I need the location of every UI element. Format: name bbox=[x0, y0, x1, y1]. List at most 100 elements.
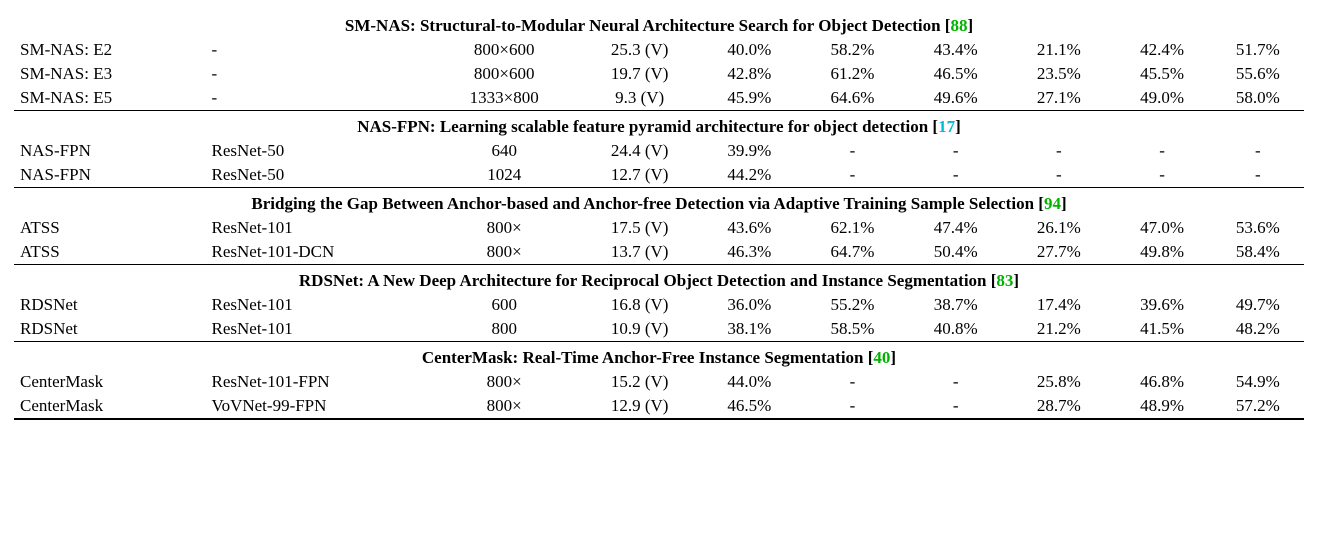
cell-m2: 62.1% bbox=[801, 216, 904, 240]
cell-fps: 15.2 (V) bbox=[582, 370, 698, 394]
citation-link[interactable]: 17 bbox=[938, 117, 955, 136]
table-row: NAS-FPNResNet-50102412.7 (V)44.2%----- bbox=[14, 163, 1304, 188]
cell-size: 800× bbox=[427, 240, 582, 265]
section-title: CenterMask: Real-Time Anchor-Free Instan… bbox=[14, 342, 1304, 371]
cell-fps: 25.3 (V) bbox=[582, 38, 698, 62]
section-title: RDSNet: A New Deep Architecture for Reci… bbox=[14, 265, 1304, 294]
citation-link[interactable]: 94 bbox=[1044, 194, 1061, 213]
cell-m6: 57.2% bbox=[1214, 394, 1304, 419]
cell-backbone: ResNet-101-FPN bbox=[208, 370, 427, 394]
table-row: CenterMaskVoVNet-99-FPN800×12.9 (V)46.5%… bbox=[14, 394, 1304, 419]
cell-m1: 44.2% bbox=[698, 163, 801, 188]
section-title-suffix: ] bbox=[967, 16, 973, 35]
cell-method: CenterMask bbox=[14, 370, 208, 394]
cell-m5: 49.8% bbox=[1110, 240, 1213, 265]
cell-m4: 26.1% bbox=[1007, 216, 1110, 240]
section-header: NAS-FPN: Learning scalable feature pyram… bbox=[14, 111, 1304, 140]
cell-backbone: ResNet-101-DCN bbox=[208, 240, 427, 265]
cell-size: 800× bbox=[427, 216, 582, 240]
table-row: CenterMaskResNet-101-FPN800×15.2 (V)44.0… bbox=[14, 370, 1304, 394]
cell-backbone: ResNet-101 bbox=[208, 216, 427, 240]
section-header: CenterMask: Real-Time Anchor-Free Instan… bbox=[14, 342, 1304, 371]
table-row: SM-NAS: E3-800×60019.7 (V)42.8%61.2%46.5… bbox=[14, 62, 1304, 86]
cell-size: 800× bbox=[427, 394, 582, 419]
cell-m2: 64.6% bbox=[801, 86, 904, 111]
cell-size: 1024 bbox=[427, 163, 582, 188]
section-header: RDSNet: A New Deep Architecture for Reci… bbox=[14, 265, 1304, 294]
table-row: RDSNetResNet-10180010.9 (V)38.1%58.5%40.… bbox=[14, 317, 1304, 342]
cell-fps: 24.4 (V) bbox=[582, 139, 698, 163]
results-table: SM-NAS: Structural-to-Modular Neural Arc… bbox=[14, 10, 1304, 420]
cell-fps: 9.3 (V) bbox=[582, 86, 698, 111]
cell-m2: 58.5% bbox=[801, 317, 904, 342]
cell-backbone: ResNet-101 bbox=[208, 317, 427, 342]
cell-m6: 55.6% bbox=[1214, 62, 1304, 86]
section-title-text: NAS-FPN: Learning scalable feature pyram… bbox=[357, 117, 938, 136]
cell-m5: 48.9% bbox=[1110, 394, 1213, 419]
cell-size: 1333×800 bbox=[427, 86, 582, 111]
cell-m2: 58.2% bbox=[801, 38, 904, 62]
cell-m1: 42.8% bbox=[698, 62, 801, 86]
cell-m5: 46.8% bbox=[1110, 370, 1213, 394]
cell-backbone: - bbox=[208, 86, 427, 111]
section-title-suffix: ] bbox=[1013, 271, 1019, 290]
table-row: SM-NAS: E5-1333×8009.3 (V)45.9%64.6%49.6… bbox=[14, 86, 1304, 111]
cell-size: 800×600 bbox=[427, 38, 582, 62]
table-row: ATSSResNet-101-DCN800×13.7 (V)46.3%64.7%… bbox=[14, 240, 1304, 265]
citation-link[interactable]: 40 bbox=[873, 348, 890, 367]
cell-m5: 47.0% bbox=[1110, 216, 1213, 240]
cell-m2: - bbox=[801, 394, 904, 419]
cell-size: 800× bbox=[427, 370, 582, 394]
cell-backbone: ResNet-50 bbox=[208, 139, 427, 163]
cell-m5: 41.5% bbox=[1110, 317, 1213, 342]
cell-method: NAS-FPN bbox=[14, 163, 208, 188]
cell-m4: 21.1% bbox=[1007, 38, 1110, 62]
cell-m3: 38.7% bbox=[904, 293, 1007, 317]
section-title-text: Bridging the Gap Between Anchor-based an… bbox=[251, 194, 1044, 213]
cell-m3: 47.4% bbox=[904, 216, 1007, 240]
cell-method: CenterMask bbox=[14, 394, 208, 419]
cell-m1: 40.0% bbox=[698, 38, 801, 62]
section-header: Bridging the Gap Between Anchor-based an… bbox=[14, 188, 1304, 217]
cell-m1: 46.5% bbox=[698, 394, 801, 419]
section-title: Bridging the Gap Between Anchor-based an… bbox=[14, 188, 1304, 217]
cell-m1: 36.0% bbox=[698, 293, 801, 317]
section-title-suffix: ] bbox=[1061, 194, 1067, 213]
cell-m4: 17.4% bbox=[1007, 293, 1110, 317]
citation-link[interactable]: 83 bbox=[996, 271, 1013, 290]
cell-size: 600 bbox=[427, 293, 582, 317]
cell-m2: 61.2% bbox=[801, 62, 904, 86]
cell-m1: 46.3% bbox=[698, 240, 801, 265]
cell-m5: 39.6% bbox=[1110, 293, 1213, 317]
cell-m4: 27.1% bbox=[1007, 86, 1110, 111]
cell-fps: 19.7 (V) bbox=[582, 62, 698, 86]
section-header: SM-NAS: Structural-to-Modular Neural Arc… bbox=[14, 10, 1304, 38]
cell-method: RDSNet bbox=[14, 293, 208, 317]
cell-method: SM-NAS: E2 bbox=[14, 38, 208, 62]
cell-size: 800×600 bbox=[427, 62, 582, 86]
cell-m1: 43.6% bbox=[698, 216, 801, 240]
cell-m4: - bbox=[1007, 139, 1110, 163]
cell-m6: 58.0% bbox=[1214, 86, 1304, 111]
cell-backbone: ResNet-50 bbox=[208, 163, 427, 188]
cell-size: 800 bbox=[427, 317, 582, 342]
section-title-suffix: ] bbox=[890, 348, 896, 367]
cell-m3: - bbox=[904, 163, 1007, 188]
table-row: NAS-FPNResNet-5064024.4 (V)39.9%----- bbox=[14, 139, 1304, 163]
cell-method: ATSS bbox=[14, 216, 208, 240]
cell-m5: 49.0% bbox=[1110, 86, 1213, 111]
section-title-text: RDSNet: A New Deep Architecture for Reci… bbox=[299, 271, 997, 290]
cell-m3: 49.6% bbox=[904, 86, 1007, 111]
cell-m6: 51.7% bbox=[1214, 38, 1304, 62]
cell-m6: - bbox=[1214, 163, 1304, 188]
cell-m2: - bbox=[801, 163, 904, 188]
section-title: SM-NAS: Structural-to-Modular Neural Arc… bbox=[14, 10, 1304, 38]
citation-link[interactable]: 88 bbox=[950, 16, 967, 35]
cell-method: ATSS bbox=[14, 240, 208, 265]
cell-fps: 13.7 (V) bbox=[582, 240, 698, 265]
cell-backbone: ResNet-101 bbox=[208, 293, 427, 317]
cell-fps: 17.5 (V) bbox=[582, 216, 698, 240]
cell-m5: 42.4% bbox=[1110, 38, 1213, 62]
section-title: NAS-FPN: Learning scalable feature pyram… bbox=[14, 111, 1304, 140]
cell-m1: 45.9% bbox=[698, 86, 801, 111]
